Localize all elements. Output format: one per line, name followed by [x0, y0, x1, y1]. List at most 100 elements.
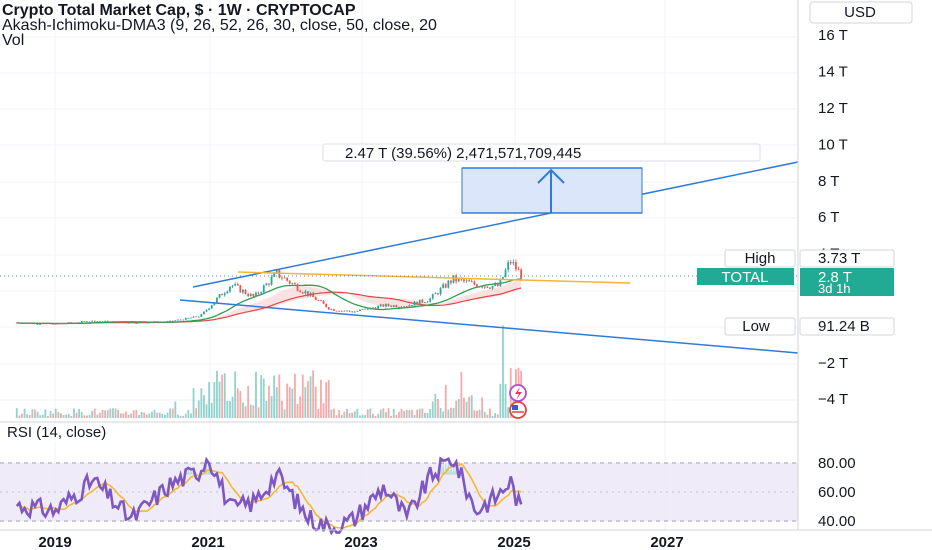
price-candle: [242, 289, 244, 293]
price-candle: [148, 322, 151, 324]
price-candle: [335, 310, 338, 312]
volume-bar: [405, 409, 408, 418]
price-candle: [340, 310, 343, 312]
price-candle: [413, 301, 416, 306]
high-value-box: [799, 249, 895, 268]
vertical-grid: [54, 0, 666, 530]
price-candle: [156, 321, 159, 323]
price-candle: [205, 309, 208, 312]
price-candle: [465, 280, 468, 282]
price-candle: [346, 310, 348, 312]
volume-bar: [218, 381, 221, 418]
resistance-line[interactable]: [237, 271, 631, 284]
volume-bar: [226, 401, 229, 418]
volume-bar: [491, 415, 494, 418]
volume-bar: [23, 408, 26, 418]
time-tick-label: 2025: [497, 534, 530, 550]
volume-legend[interactable]: Vol: [2, 32, 25, 49]
price-candle: [348, 310, 351, 312]
volume-bar: [177, 414, 179, 418]
volume-bar: [286, 383, 289, 418]
volume-bar: [463, 397, 465, 418]
price-candle: [320, 300, 322, 302]
volume-bar: [99, 412, 101, 418]
price-candle: [145, 322, 148, 324]
price-tick-label: 14 T: [818, 64, 848, 81]
price-candle: [301, 292, 304, 294]
volume-bar: [34, 409, 36, 418]
volume-bar: [395, 414, 398, 418]
price-candle: [231, 285, 234, 287]
price-candle: [260, 292, 263, 294]
indicator-legend[interactable]: Akash-Ichimoku-DMA3 (9, 26, 52, 26, 30, …: [2, 17, 437, 34]
price-candle: [359, 309, 361, 312]
price-candle: [171, 320, 174, 322]
volume-bar: [52, 413, 55, 418]
volume-bar: [73, 408, 75, 418]
price-candle: [317, 300, 320, 301]
price-candle: [325, 303, 328, 308]
price-candles: [15, 259, 523, 325]
price-candle: [195, 316, 198, 318]
price-candle: [416, 301, 419, 305]
price-range-measure[interactable]: 2.47 T (39.56%) 2,471,571,709,445: [322, 143, 761, 214]
volume-bar: [44, 409, 47, 418]
measure-label: 2.47 T (39.56%) 2,471,571,709,445: [345, 145, 581, 162]
volume-bar: [252, 405, 255, 418]
rsi-legend[interactable]: RSI (14, close): [4, 424, 110, 441]
volume-bar: [489, 408, 491, 418]
current-price-tag: TOTAL 2.8 T 3d 1h: [697, 268, 894, 296]
price-candle: [431, 294, 434, 299]
price-candle: [473, 281, 476, 285]
volume-bar: [486, 414, 489, 418]
price-candle: [49, 323, 52, 325]
price-candle: [218, 294, 221, 298]
volume-bar: [257, 407, 260, 418]
volume-bar: [281, 400, 283, 418]
currency-label[interactable]: USD: [844, 4, 876, 21]
volume-bar: [153, 409, 156, 418]
measure-label-box: [322, 143, 761, 162]
volume-bar: [36, 411, 39, 418]
volume-bar: [333, 408, 335, 418]
lower-trend-line[interactable]: [179, 299, 799, 354]
price-candle: [236, 284, 239, 286]
volume-bar: [460, 371, 463, 418]
volume-bar: [132, 410, 135, 418]
price-candle: [104, 320, 107, 322]
volume-bar: [338, 410, 341, 418]
price-candle: [520, 269, 523, 279]
price-candle: [67, 322, 70, 324]
currency-box[interactable]: [809, 1, 913, 24]
price-candle: [361, 309, 364, 311]
volume-bar: [353, 411, 356, 418]
price-tick-label: 6 T: [818, 209, 839, 226]
volume-bar: [424, 412, 426, 418]
volume-bar: [80, 411, 83, 418]
price-candle: [307, 291, 309, 296]
measure-arrow-head: [537, 168, 565, 184]
price-candle: [70, 322, 73, 324]
volume-bar: [369, 408, 372, 418]
price-candle: [151, 322, 153, 323]
rsi-tick-label: 60.00: [818, 484, 856, 501]
upper-trend-line[interactable]: [192, 161, 799, 288]
event-icons[interactable]: [509, 384, 527, 419]
volume-bar: [457, 399, 460, 418]
volume-bar: [221, 374, 224, 418]
time-axis[interactable]: 2019 2021 2023 2025 2027: [0, 529, 932, 550]
chart-title[interactable]: Crypto Total Market Cap, $ · 1W · CRYPTO…: [2, 2, 356, 19]
volume-bar: [470, 395, 473, 418]
volume-bar: [216, 370, 218, 418]
time-tick-labels: 2019 2021 2023 2025 2027: [38, 534, 683, 550]
volume-bar: [18, 415, 21, 418]
price-candle: [247, 294, 250, 297]
price-candle: [351, 311, 354, 313]
price-candle: [400, 307, 403, 308]
price-candle: [200, 314, 203, 317]
price-candle: [478, 286, 481, 288]
price-candle: [353, 311, 356, 313]
volume-bar: [93, 408, 96, 418]
volume-bar: [171, 408, 174, 418]
